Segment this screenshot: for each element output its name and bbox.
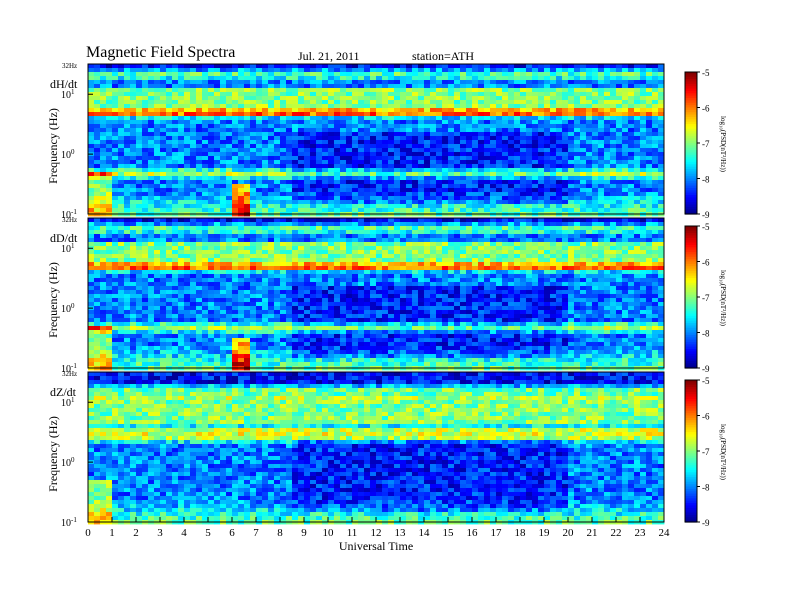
x-tick-label: 5: [205, 527, 211, 539]
x-tick-label: 16: [467, 527, 479, 539]
x-tick-label: 17: [491, 527, 503, 539]
colorbar-tick-label: -9: [702, 364, 710, 374]
colorbar-label: log₁₀(PSD(nT²/Hz)): [719, 116, 727, 173]
panel-frame: [87, 217, 665, 369]
x-tick-label: 15: [443, 527, 455, 539]
panel-frame: [87, 63, 665, 215]
colorbar-tick-label: -8: [702, 175, 710, 185]
spectrogram-panel: [87, 217, 665, 371]
x-tick-label: 19: [539, 527, 551, 539]
colorbar-tick-label: -5: [702, 222, 710, 232]
x-tick-label: 1: [109, 527, 115, 539]
spectrogram-panel: [87, 371, 665, 525]
colorbar-tick-label: -8: [702, 483, 710, 493]
x-tick-label: 24: [659, 527, 671, 539]
x-tick-label: 7: [253, 527, 259, 539]
colorbar-tick-label: -6: [702, 412, 710, 422]
colorbar-tick-label: -7: [702, 293, 710, 303]
colorbar-tick-label: -7: [702, 447, 710, 457]
colorbar-label: log₁₀(PSD(nT²/Hz)): [719, 270, 727, 327]
x-tick-label: 0: [85, 527, 91, 539]
x-axis-label: Universal Time: [339, 539, 413, 553]
date-label: Jul. 21, 2011: [298, 49, 360, 63]
y-axis-label: Frequency (Hz): [46, 262, 60, 338]
x-tick-label: 13: [395, 527, 407, 539]
y-axis-label: Frequency (Hz): [46, 108, 60, 184]
x-tick-label: 11: [347, 527, 358, 539]
colorbar: [684, 71, 698, 215]
x-tick-label: 14: [419, 527, 431, 539]
x-tick-label: 12: [371, 527, 382, 539]
y-axis-label: Frequency (Hz): [46, 416, 60, 492]
y-tick-label: 100: [61, 302, 75, 315]
station-label: station=ATH: [412, 49, 475, 63]
colorbar: [684, 379, 698, 523]
x-tick-label: 8: [277, 527, 283, 539]
y-tick-label: 100: [61, 456, 75, 469]
colorbar-tick-label: -8: [702, 329, 710, 339]
figure-title: Magnetic Field Spectra: [86, 44, 236, 61]
x-tick-label: 22: [611, 527, 622, 539]
x-tick-label: 10: [323, 527, 335, 539]
panel-label: dH/dt: [50, 77, 78, 91]
panel-label: dD/dt: [50, 231, 78, 245]
top-freq-label: 32Hz: [62, 62, 77, 70]
x-tick-label: 20: [563, 527, 575, 539]
y-tick-label: 100: [61, 148, 75, 161]
x-tick-label: 9: [301, 527, 307, 539]
x-tick-label: 4: [181, 527, 187, 539]
y-tick-label: 101: [61, 88, 75, 101]
y-tick-label: 101: [61, 396, 75, 409]
top-freq-label: 32Hz: [62, 370, 77, 378]
colorbar-tick-label: -6: [702, 258, 710, 268]
panel-label: dZ/dt: [50, 385, 77, 399]
x-tick-label: 6: [229, 527, 235, 539]
x-tick-label: 23: [635, 527, 647, 539]
colorbar-tick-label: -5: [702, 376, 710, 386]
colorbar-tick-label: -9: [702, 518, 710, 528]
spectrogram-panel: [87, 63, 665, 217]
colorbar: [684, 225, 698, 369]
x-tick-label: 18: [515, 527, 527, 539]
y-tick-label: 101: [61, 242, 75, 255]
colorbar-tick-label: -5: [702, 68, 710, 78]
top-freq-label: 32Hz: [62, 216, 77, 224]
colorbar-tick-label: -9: [702, 210, 710, 220]
colorbar-tick-label: -6: [702, 104, 710, 114]
x-tick-label: 21: [587, 527, 598, 539]
x-tick-label: 3: [157, 527, 163, 539]
colorbar-label: log₁₀(PSD(nT²/Hz)): [719, 424, 727, 481]
colorbar-tick-label: -7: [702, 139, 710, 149]
y-tick-label: 10-1: [61, 516, 77, 529]
x-tick-label: 2: [133, 527, 139, 539]
